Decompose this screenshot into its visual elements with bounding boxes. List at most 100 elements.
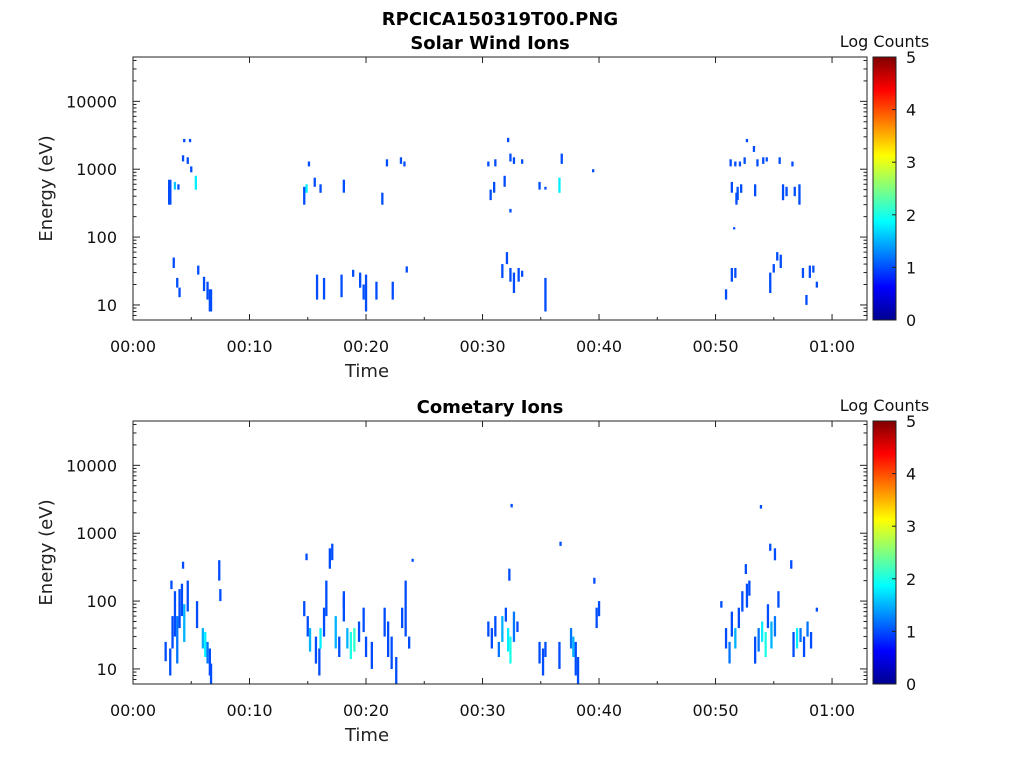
data-cells [168, 137, 818, 312]
spectrogram-cell [170, 580, 173, 590]
spectrogram-cell [792, 632, 795, 657]
spectrogram-cell [805, 295, 808, 305]
spectrogram-cell [201, 628, 204, 649]
spectrogram-cell [303, 186, 306, 205]
spectrogram-cell [176, 616, 179, 664]
colorbar-tick-label: 2 [906, 206, 916, 225]
spectrogram-cell [740, 184, 743, 193]
spectrogram-cell [405, 266, 408, 273]
spectrogram-cell [319, 184, 322, 193]
spectrogram-cell [576, 657, 580, 684]
spectrogram-cell [307, 161, 311, 167]
spectrogram-cell [370, 641, 373, 669]
spectrogram-cell [769, 543, 772, 551]
spectrogram-cell [761, 621, 764, 642]
spectrogram-cell [777, 591, 780, 608]
spectrogram-cell [743, 157, 746, 164]
spectrogram-cell [305, 553, 308, 561]
spectrogram-cell [507, 628, 510, 652]
spectrogram-cell [737, 607, 740, 629]
spectrogram-cell [493, 181, 496, 193]
spectrogram-cell [308, 628, 312, 652]
spectrogram-cell [793, 186, 796, 197]
spectrogram-cell [411, 558, 414, 562]
spectrogram-cell [487, 621, 490, 637]
spectrogram-cell [791, 161, 794, 167]
spectrogram-cell [516, 621, 519, 632]
spectrogram-cell [331, 543, 334, 561]
spectrogram-cell [815, 281, 818, 288]
spectrogram-cell [305, 184, 308, 193]
spectrogram-cell [349, 632, 352, 659]
spectrogram-cell [362, 607, 365, 633]
spectrogram-cell [776, 252, 779, 261]
x-tick-label: 00:00 [110, 701, 156, 720]
spectrogram-cell [724, 289, 728, 300]
spectrogram-cell [375, 281, 378, 300]
spectrogram-cell [512, 611, 516, 642]
spectrogram-cell [734, 161, 737, 167]
spectrogram-cell [558, 177, 561, 193]
spectrogram-cell [508, 568, 511, 581]
y-axis-label: Energy (eV) [36, 135, 57, 241]
spectrogram-cell [752, 146, 756, 152]
spectrogram-cell [569, 628, 573, 649]
spectrogram-cell [504, 607, 507, 622]
panel-1: Solar Wind Ions 00:00 00:10 00:20 00:30 00:40… [36, 32, 929, 382]
spectrogram-cell [512, 272, 516, 293]
spectrogram-cell [352, 269, 355, 277]
colorbar [872, 420, 897, 685]
spectrogram-cell [494, 616, 497, 637]
spectrogram-cell [735, 192, 738, 205]
spectrogram-cell [404, 580, 407, 637]
spectrogram-cell [574, 641, 577, 676]
spectrogram-cell [338, 636, 341, 657]
spectrogram-cell [340, 274, 343, 298]
spectrogram-cell [306, 616, 309, 637]
spectrogram-cell [173, 181, 177, 190]
colorbar-tick-label: 0 [906, 311, 916, 330]
spectrogram-cell [730, 181, 733, 193]
spectrogram-cell [560, 153, 563, 164]
spectrogram-cell [507, 137, 510, 143]
spectrogram-cell [801, 268, 805, 278]
colorbar-tick-label: 0 [906, 675, 916, 694]
spectrogram-cell [314, 636, 318, 664]
x-tick-label: 00:50 [692, 701, 738, 720]
spectrogram-cell [559, 541, 562, 546]
spectrogram-cell [403, 161, 406, 167]
spectrogram-cell [544, 186, 547, 190]
y-tick-label: 10000 [66, 456, 117, 475]
spectrogram-cell [754, 636, 757, 664]
x-tick-label: 00:10 [226, 701, 272, 720]
panel-title: Solar Wind Ions [410, 33, 569, 54]
spectrogram-cell [505, 252, 509, 265]
spectrogram-cell [745, 583, 749, 608]
spectrogram-cell [395, 657, 398, 684]
spectrogram-cell [809, 632, 813, 649]
spectrogram-cell [186, 157, 189, 164]
y-tick-label: 1000 [76, 524, 117, 543]
colorbar-tick-label: 3 [906, 517, 916, 536]
spectrogram-cell [544, 641, 547, 657]
spectrogram-cell [757, 628, 760, 652]
spectrogram-cell [781, 184, 785, 201]
spectrogram-cell [728, 641, 731, 664]
spectrogram-cell [364, 274, 368, 312]
x-axis-label: Time [344, 725, 389, 746]
spectrogram-cell [178, 589, 181, 629]
y-tick-label: 10000 [66, 92, 117, 111]
spectrogram-cell [773, 616, 777, 637]
spectrogram-cell [730, 268, 733, 282]
spectrogram-cell [172, 257, 175, 268]
spectrogram-cell [195, 601, 199, 629]
spectrogram-cell [385, 159, 389, 167]
spectrogram-cell [773, 548, 777, 561]
spectrogram-cell [313, 177, 316, 187]
data-cells [164, 503, 818, 684]
spectrogram-cell [766, 604, 770, 629]
spectrogram-cell [806, 621, 809, 637]
x-tick-label: 00:20 [343, 337, 389, 356]
